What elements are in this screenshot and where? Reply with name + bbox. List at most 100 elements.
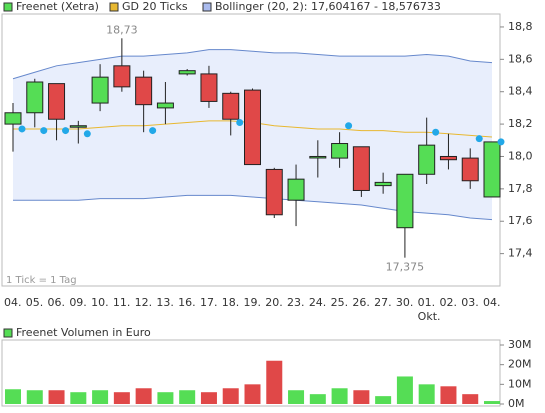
volume-title: Freenet Volumen in Euro — [16, 326, 151, 339]
candle-body — [91, 76, 109, 104]
candle-body — [113, 65, 131, 88]
volume-bar — [309, 394, 326, 404]
x-tick-label: 06. — [48, 296, 66, 309]
legend-label: Freenet (Xetra) — [16, 0, 99, 13]
volume-bar — [200, 392, 217, 404]
candle-body — [222, 92, 240, 120]
y-tick-label: 18,4 — [508, 85, 533, 98]
volume-bar — [157, 392, 174, 404]
y-tick-label: 18,2 — [508, 117, 533, 130]
x-tick-label: 30. — [396, 296, 414, 309]
x-tick-label: 26. — [352, 296, 370, 309]
volume-bar — [484, 401, 500, 404]
dot — [18, 125, 26, 133]
x-tick-label: 25. — [331, 296, 349, 309]
x-tick-label: 04. — [483, 296, 501, 309]
candle-body — [352, 146, 370, 191]
volume-bar — [440, 386, 457, 404]
volume-bar — [92, 390, 109, 404]
candle-body — [200, 73, 218, 102]
dot — [475, 135, 483, 143]
x-tick-label: 03. — [461, 296, 479, 309]
x-tick-label: 23. — [287, 296, 305, 309]
x-tick-label: 12. — [135, 296, 153, 309]
x-tick-label: 20. — [265, 296, 283, 309]
y-tick-label: 17,4 — [508, 247, 533, 260]
candle-body — [135, 76, 153, 106]
x-tick-label: 24. — [309, 296, 327, 309]
volume-bar — [288, 390, 305, 404]
x-tick-label: 01. — [418, 296, 436, 309]
x-tick-label: 18. — [222, 296, 240, 309]
candle-body — [244, 89, 261, 166]
candle-body — [4, 112, 22, 125]
max-label: 18,73 — [106, 23, 138, 36]
candle-body — [331, 143, 349, 159]
volume-bar — [179, 390, 196, 404]
legend-swatch — [109, 2, 119, 12]
dot — [345, 122, 353, 130]
note: 1 Tick = 1 Tag — [6, 275, 77, 286]
x-tick-label: 19. — [244, 296, 262, 309]
y-tick-label: 18,0 — [508, 149, 533, 162]
x-tick-label: 16. — [178, 296, 196, 309]
y-tick-label: 20M — [508, 358, 532, 371]
dot — [497, 138, 505, 146]
candle-body — [374, 181, 392, 187]
candle-body — [178, 70, 196, 75]
volume-bar — [353, 390, 370, 404]
volume-bar — [396, 376, 413, 404]
y-tick-label: 0M — [508, 397, 525, 410]
candle-body — [156, 102, 174, 109]
dot — [432, 128, 440, 136]
x-tick-label: 05. — [26, 296, 44, 309]
volume-bar — [244, 384, 261, 404]
volume-bar — [70, 392, 87, 404]
volume-bar — [331, 388, 348, 404]
candle-body — [48, 83, 66, 120]
y-tick-label: 17,8 — [508, 182, 533, 195]
candle-body — [461, 157, 479, 182]
y-tick-label: 30M — [508, 338, 532, 351]
y-tick-label: 17,6 — [508, 214, 533, 227]
legend-label: GD 20 Ticks — [122, 0, 188, 13]
candle-body — [69, 125, 87, 128]
x-tick-label: 11. — [113, 296, 131, 309]
volume-bar — [135, 388, 152, 404]
bollinger-upper — [12, 49, 493, 80]
x-tick-label: 10. — [91, 296, 109, 309]
legend-swatch — [202, 2, 212, 12]
month-label: Okt. — [418, 310, 441, 323]
y-tick-label: 10M — [508, 377, 532, 390]
candle-body — [418, 144, 436, 175]
dot — [149, 127, 157, 135]
x-tick-label: 17. — [200, 296, 218, 309]
dot — [83, 130, 91, 138]
candle-body — [26, 81, 44, 114]
legend-swatch — [3, 2, 13, 12]
x-tick-label: 09. — [69, 296, 87, 309]
volume-bar — [222, 388, 239, 404]
volume-bar — [48, 390, 65, 404]
dot — [236, 118, 244, 126]
y-tick-label: 18,6 — [508, 52, 533, 65]
legend-swatch — [3, 328, 13, 338]
volume-bar — [375, 396, 392, 404]
x-tick-label: 04. — [4, 296, 22, 309]
candle-body — [287, 178, 305, 201]
volume-bar — [26, 390, 43, 404]
x-tick-label: 27. — [374, 296, 392, 309]
candle-body — [265, 168, 283, 216]
candle-body — [396, 173, 414, 229]
x-tick-label: 13. — [156, 296, 174, 309]
dot — [62, 127, 70, 135]
volume-bar — [113, 392, 130, 404]
volume-bar — [462, 394, 479, 404]
volume-bar — [418, 384, 435, 404]
volume-bar — [5, 389, 21, 404]
legend-label: Bollinger (20, 2): 17,604167 - 18,576733 — [215, 0, 441, 13]
candle-body — [439, 155, 457, 161]
dot — [40, 127, 48, 135]
volume-bar — [266, 360, 283, 404]
